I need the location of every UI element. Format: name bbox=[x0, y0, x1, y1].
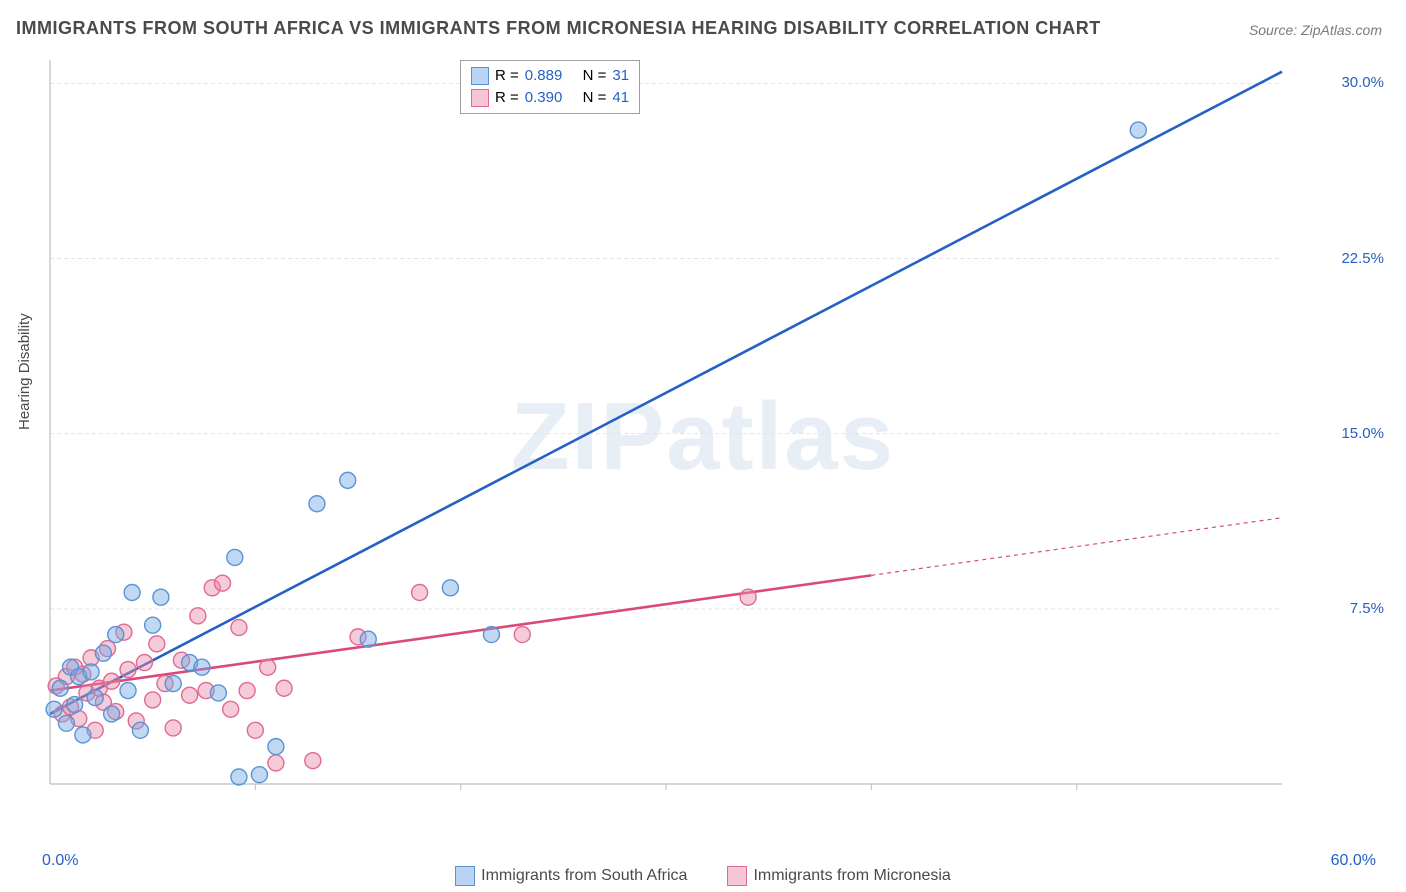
legend-r-prefix: R = bbox=[495, 87, 519, 109]
legend-r-value-sa: 0.889 bbox=[525, 65, 563, 87]
y-tick-label: 22.5% bbox=[1341, 250, 1384, 267]
legend-swatch-sa bbox=[471, 67, 489, 85]
chart-svg bbox=[42, 54, 1342, 824]
legend-n-prefix: N = bbox=[583, 87, 607, 109]
y-tick-label: 7.5% bbox=[1350, 600, 1384, 617]
chart-plot-area bbox=[42, 54, 1342, 824]
legend-stats-row-mi: R = 0.390 N = 41 bbox=[471, 87, 629, 109]
legend-r-prefix: R = bbox=[495, 65, 519, 87]
chart-title: IMMIGRANTS FROM SOUTH AFRICA VS IMMIGRAN… bbox=[16, 18, 1101, 39]
legend-n-value-mi: 41 bbox=[612, 87, 629, 109]
source-label: Source: ZipAtlas.com bbox=[1249, 22, 1382, 38]
bottom-legend: Immigrants from South Africa Immigrants … bbox=[0, 866, 1406, 886]
bottom-legend-label-mi: Immigrants from Micronesia bbox=[753, 867, 950, 884]
legend-n-prefix: N = bbox=[583, 65, 607, 87]
bottom-legend-item-sa: Immigrants from South Africa bbox=[455, 866, 687, 886]
legend-swatch-mi-icon bbox=[727, 866, 747, 886]
y-tick-label: 30.0% bbox=[1341, 74, 1384, 91]
legend-n-value-sa: 31 bbox=[612, 65, 629, 87]
legend-swatch-mi bbox=[471, 89, 489, 107]
legend-swatch-sa-icon bbox=[455, 866, 475, 886]
legend-stats-box: R = 0.889 N = 31 R = 0.390 N = 41 bbox=[460, 60, 640, 114]
y-axis-label: Hearing Disability bbox=[16, 313, 33, 430]
bottom-legend-item-mi: Immigrants from Micronesia bbox=[727, 866, 950, 886]
bottom-legend-label-sa: Immigrants from South Africa bbox=[481, 867, 687, 884]
legend-stats-row-sa: R = 0.889 N = 31 bbox=[471, 65, 629, 87]
legend-r-value-mi: 0.390 bbox=[525, 87, 563, 109]
y-tick-label: 15.0% bbox=[1341, 425, 1384, 442]
